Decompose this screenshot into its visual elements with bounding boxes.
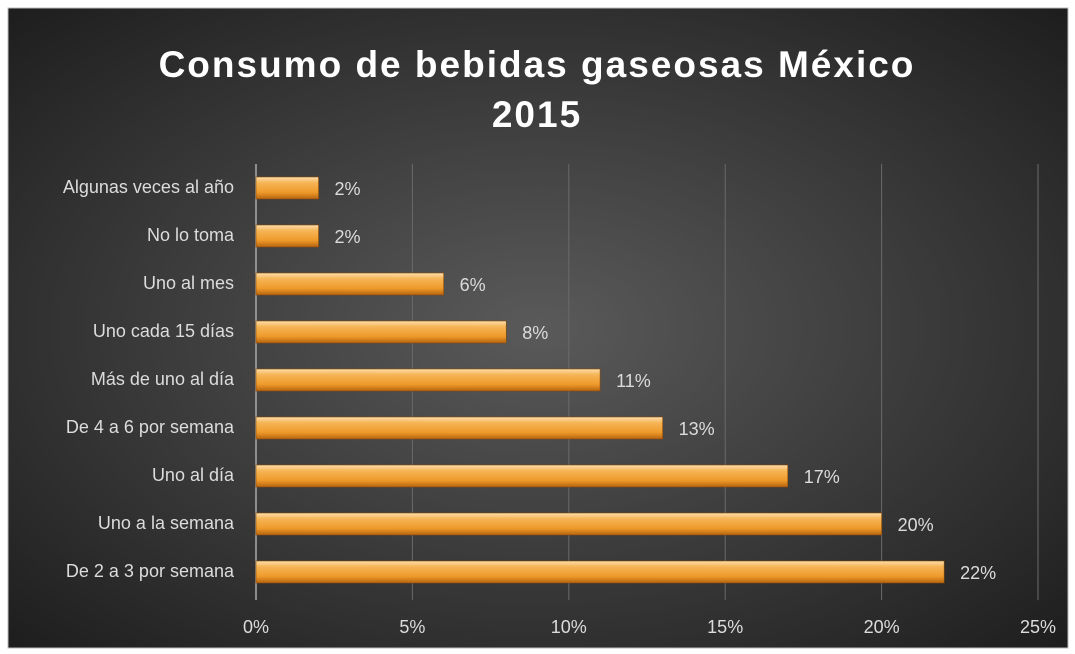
y-tick-label: Uno al mes: [143, 273, 234, 293]
x-tick-label: 0%: [243, 617, 269, 637]
value-label: 20%: [898, 515, 934, 535]
x-tick-label: 25%: [1020, 617, 1056, 637]
value-label: 2%: [335, 179, 361, 199]
y-tick-label: Uno al día: [152, 465, 235, 485]
bar: [255, 368, 601, 392]
y-tick-label: Más de uno al día: [91, 369, 235, 389]
chart-title: Consumo de bebidas gaseosas México 2015: [158, 44, 916, 135]
x-tick-label: 5%: [399, 617, 425, 637]
value-label: 6%: [460, 275, 486, 295]
y-tick-label: Uno a la semana: [98, 513, 235, 533]
bar: [255, 512, 882, 536]
value-label: 13%: [679, 419, 715, 439]
x-tick-label: 10%: [551, 617, 587, 637]
bar: [255, 464, 789, 488]
x-tick-label: 20%: [864, 617, 900, 637]
bar: [255, 224, 319, 248]
value-label: 22%: [960, 563, 996, 583]
y-tick-label: No lo toma: [147, 225, 235, 245]
value-label: 2%: [335, 227, 361, 247]
bar: [255, 176, 319, 200]
bar: [255, 320, 507, 344]
y-tick-label: Uno cada 15 días: [93, 321, 234, 341]
y-tick-label: De 2 a 3 por semana: [66, 561, 235, 581]
value-label: 8%: [522, 323, 548, 343]
value-label: 17%: [804, 467, 840, 487]
value-label: 11%: [616, 371, 651, 391]
chart-background: [7, 7, 1069, 649]
bar: [255, 272, 444, 296]
y-tick-label: Algunas veces al año: [63, 177, 234, 197]
y-tick-label: De 4 a 6 por semana: [66, 417, 235, 437]
x-tick-label: 15%: [707, 617, 743, 637]
bar: [255, 560, 945, 584]
bar: [255, 416, 663, 440]
